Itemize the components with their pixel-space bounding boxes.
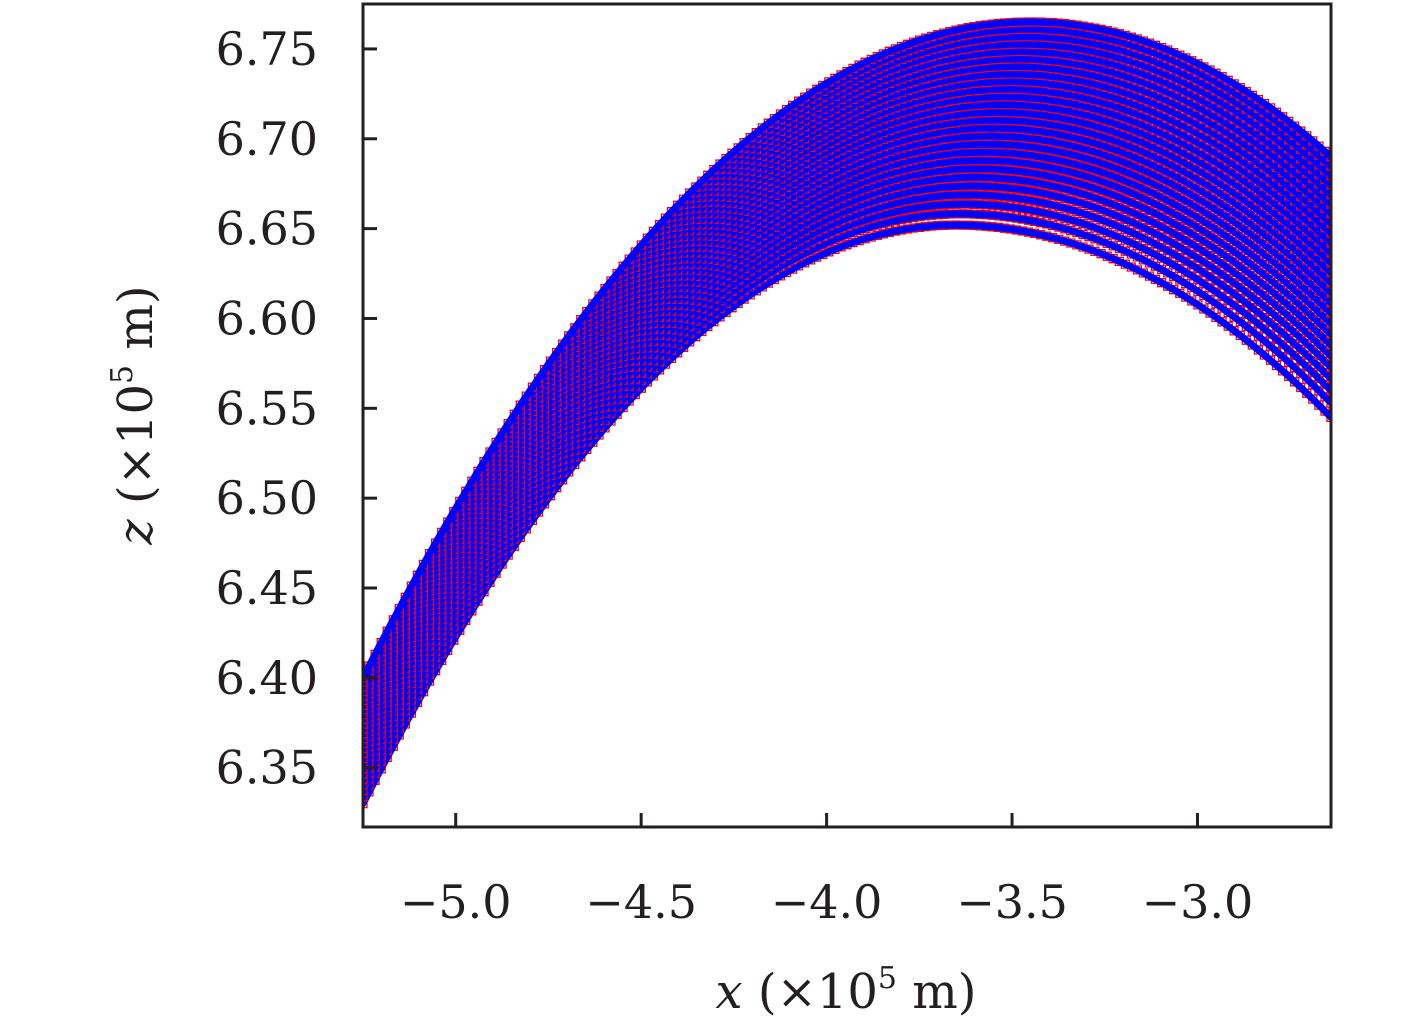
x-axis-label-var: x	[716, 964, 743, 1020]
x-tick-label: −3.5	[956, 875, 1068, 929]
x-axis-ticks: −5.0 −4.5 −4.0 −3.5 −3.0	[400, 813, 1253, 929]
y-tick-label: 6.35	[216, 741, 318, 795]
x-tick-label: −5.0	[400, 875, 512, 929]
plot-frame	[361, 2, 1333, 829]
y-tick-label: 6.65	[216, 202, 318, 256]
x-axis-label-suffix: m)	[897, 964, 977, 1020]
y-tick-label: 6.75	[216, 22, 318, 76]
y-axis-label-exp: 5	[105, 365, 140, 384]
trajectory-series	[363, 17, 1331, 683]
y-tick-label: 6.45	[216, 561, 318, 615]
x-tick-label: −4.0	[771, 875, 883, 929]
trajectory-line	[363, 18, 1331, 682]
x-tick-label: −3.0	[1142, 875, 1254, 929]
y-tick-label: 6.55	[216, 381, 318, 435]
y-tick-label: 6.40	[216, 651, 318, 705]
trajectory-series-layer	[363, 17, 1331, 809]
y-tick-label: 6.50	[216, 471, 318, 525]
y-tick-label: 6.70	[216, 112, 318, 166]
y-axis-ticks: 6.35 6.40 6.45 6.50 6.55 6.60 6.65 6.70 6.75	[216, 22, 377, 795]
y-axis-label-unit: (×10	[108, 384, 164, 519]
y-axis-label-suffix: m)	[108, 285, 164, 365]
x-axis-label-unit: (×10	[743, 964, 878, 1020]
x-tick-label: −4.5	[585, 875, 697, 929]
y-axis-label-var: z	[108, 519, 164, 546]
y-tick-label: 6.60	[216, 291, 318, 345]
x-axis-label: x (×105 m)	[716, 961, 977, 1020]
y-axis-label: z (×105 m)	[105, 285, 164, 545]
x-axis-label-exp: 5	[878, 961, 897, 996]
